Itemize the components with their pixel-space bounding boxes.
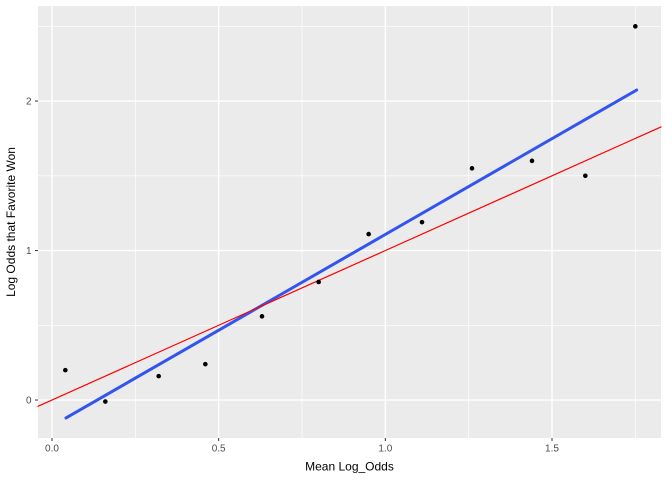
data-point — [203, 361, 208, 367]
x-axis-title: Mean Log_Odds — [305, 460, 394, 474]
data-point — [469, 166, 475, 171]
data-point — [259, 314, 265, 319]
plot-panel-layer: 0.0 0.5 1.0 1.5 0 1 2 — [26, 6, 662, 455]
y-axis-title: Log Odds that Favorite Won — [4, 147, 18, 297]
data-point — [63, 367, 68, 373]
data-point — [156, 373, 161, 379]
data-point — [316, 279, 321, 285]
y-tick-label: 2 — [26, 97, 32, 108]
y-tick-label: 1 — [26, 246, 32, 257]
identity-line — [37, 126, 662, 407]
x-tick-label: 1.0 — [378, 444, 392, 455]
data-point — [583, 173, 588, 179]
x-tick-label: 0.5 — [212, 444, 226, 455]
y-tick-label: 0 — [26, 396, 32, 407]
linear-fit-line — [64, 88, 639, 420]
data-point — [419, 219, 425, 225]
data-point — [529, 158, 535, 164]
data-point — [633, 24, 638, 29]
data-point — [103, 399, 108, 404]
data-point — [366, 231, 371, 237]
plot-panel — [38, 6, 661, 438]
x-tick-label: 0.0 — [45, 444, 59, 455]
x-tick-label: 1.5 — [545, 444, 559, 455]
